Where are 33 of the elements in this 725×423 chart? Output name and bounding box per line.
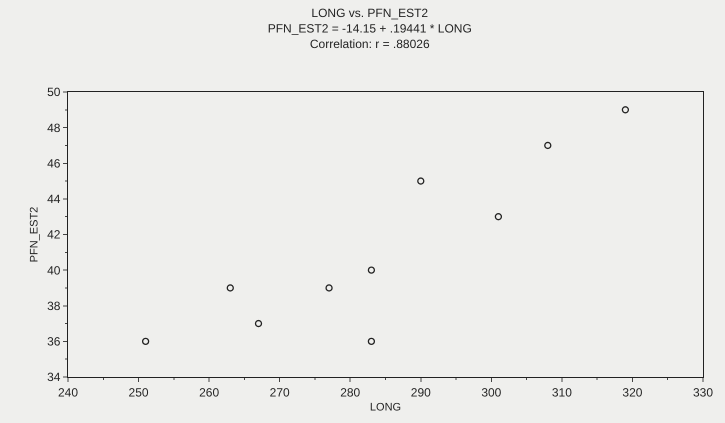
y-tick-label: 40 [47, 263, 61, 278]
y-axis-title: PFN_EST2 [28, 206, 41, 262]
x-tick-label: 290 [410, 386, 432, 400]
x-tick-label: 280 [340, 386, 361, 400]
point [254, 320, 262, 328]
y-tick-label: 42 [47, 228, 61, 242]
y-tick-label: 38 [47, 298, 61, 313]
x-tick-label: 250 [128, 386, 149, 400]
chart-title: LONG vs. PFN_EST2 [311, 6, 428, 20]
point [417, 177, 424, 185]
y-tick-label: 44 [47, 192, 61, 206]
point [622, 106, 630, 114]
x-tick-label: 330 [692, 386, 714, 400]
point [544, 142, 552, 150]
y-tick-label: 50 [47, 85, 61, 100]
point [494, 213, 502, 220]
y-tick-label: 46 [47, 156, 61, 170]
x-axis-title: LONG [370, 402, 402, 414]
x-tick-label: 270 [270, 386, 290, 400]
y-tick-label: 34 [47, 370, 61, 384]
x-tick-label: 310 [552, 386, 572, 400]
y-tick-label: 48 [47, 120, 61, 135]
chart-subtitle: PFN_EST2 = -14.15 + .19441 * LONG Correlation: r = .88026 [268, 22, 472, 52]
point [368, 266, 376, 274]
point [142, 338, 150, 346]
x-tick-label: 260 [199, 386, 220, 400]
point [325, 284, 333, 292]
point [226, 284, 234, 292]
point [368, 338, 376, 346]
y-tick-label: 36 [47, 334, 61, 349]
x-tick-label: 300 [481, 386, 502, 400]
x-tick-label: 240 [58, 386, 78, 400]
x-tick-label: 320 [622, 386, 643, 400]
